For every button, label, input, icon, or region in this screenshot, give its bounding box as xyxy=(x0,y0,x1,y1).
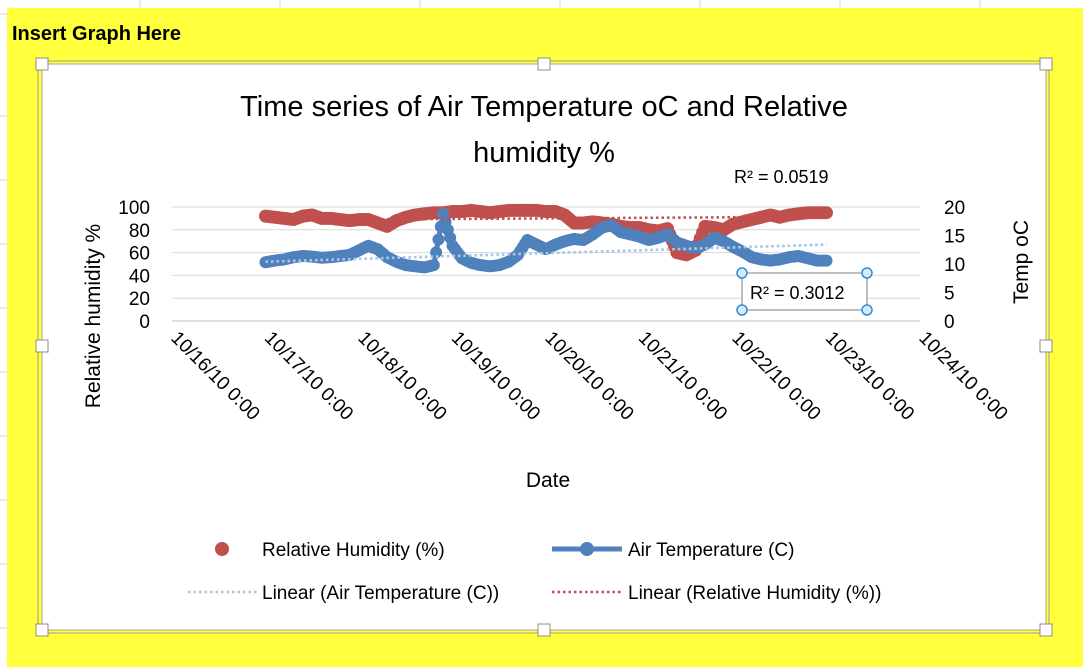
left-tick-label: 60 xyxy=(129,244,150,265)
right-tick-label: 10 xyxy=(944,255,965,276)
air-temperature-point[interactable] xyxy=(820,254,833,267)
chart-legend[interactable]: Relative Humidity (%) Air Temperature (C… xyxy=(188,540,881,604)
right-tick-label: 5 xyxy=(944,284,955,305)
legend-entry-linear-humidity[interactable]: Linear (Relative Humidity (%)) xyxy=(552,583,881,604)
right-axis-title[interactable]: Temp oC xyxy=(1010,220,1033,304)
chart-resize-handles[interactable] xyxy=(35,57,1053,637)
chart-title-line-1[interactable]: Time series of Air Temperature oC and Re… xyxy=(240,91,848,123)
trendline-relative-humidity[interactable] xyxy=(265,215,827,222)
chart-resize-handle[interactable] xyxy=(537,623,551,637)
left-tick-label: 0 xyxy=(139,312,150,333)
left-tick-label: 20 xyxy=(129,289,150,310)
left-tick-label: 100 xyxy=(118,198,150,219)
legend-entry-humidity[interactable]: Relative Humidity (%) xyxy=(215,540,445,561)
left-tick-label: 40 xyxy=(129,266,150,287)
r-squared-temperature-label[interactable]: R² = 0.3012 xyxy=(750,283,845,303)
air-temperature-point[interactable] xyxy=(427,259,440,272)
trendlines xyxy=(265,215,827,263)
r-squared-humidity-label[interactable]: R² = 0.0519 xyxy=(734,167,829,187)
label-resize-handle[interactable] xyxy=(736,304,748,316)
legend-marker-air-temperature xyxy=(580,542,594,556)
label-resize-handle[interactable] xyxy=(861,267,873,279)
insert-graph-label[interactable]: Insert Graph Here xyxy=(12,23,181,45)
legend-label: Relative Humidity (%) xyxy=(262,540,445,561)
chart-resize-handle[interactable] xyxy=(1039,339,1053,353)
air-temperature-point[interactable] xyxy=(430,246,443,259)
label-resize-handle[interactable] xyxy=(736,267,748,279)
chart-area[interactable] xyxy=(41,63,1047,631)
legend-marker-humidity xyxy=(215,542,229,556)
air-temperature-point[interactable] xyxy=(432,233,445,246)
legend-label: Linear (Relative Humidity (%)) xyxy=(628,583,881,604)
x-axis-title[interactable]: Date xyxy=(526,469,570,492)
chart-object[interactable]: Time series of Air Temperature oC and Re… xyxy=(35,57,1053,637)
legend-label: Linear (Air Temperature (C)) xyxy=(262,583,499,604)
chart-resize-handle[interactable] xyxy=(35,339,49,353)
right-tick-label: 15 xyxy=(944,227,965,248)
series-air-temperature[interactable] xyxy=(259,207,833,274)
legend-entry-air-temperature[interactable]: Air Temperature (C) xyxy=(552,540,794,561)
legend-entry-linear-air-temperature[interactable]: Linear (Air Temperature (C)) xyxy=(188,583,499,604)
chart-resize-handle[interactable] xyxy=(35,57,49,71)
right-tick-label: 20 xyxy=(944,198,965,219)
left-tick-label: 80 xyxy=(129,221,150,242)
trendline-air-temperature[interactable] xyxy=(265,243,827,263)
right-axis[interactable]: 0 5 10 15 20 xyxy=(944,198,965,333)
right-tick-label: 0 xyxy=(944,312,955,333)
r-squared-temperature-label-box[interactable]: R² = 0.3012 xyxy=(736,267,873,316)
chart-resize-handle[interactable] xyxy=(1039,623,1053,637)
chart-resize-handle[interactable] xyxy=(35,623,49,637)
chart-resize-handle[interactable] xyxy=(537,57,551,71)
chart-resize-handle[interactable] xyxy=(1039,57,1053,71)
legend-label: Air Temperature (C) xyxy=(628,540,794,561)
label-resize-handle[interactable] xyxy=(861,304,873,316)
chart-title-line-2[interactable]: humidity % xyxy=(473,137,615,169)
left-axis-title[interactable]: Relative humidity % xyxy=(82,224,105,408)
